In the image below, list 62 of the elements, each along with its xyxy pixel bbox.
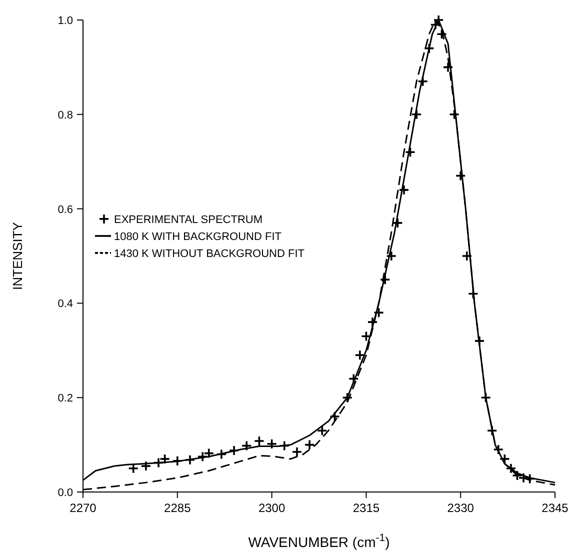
point (153, 457, 164, 468)
legend-label: EXPERIMENTAL SPECTRUM (114, 214, 263, 226)
y-tick-label: 0.4 (58, 298, 73, 310)
point (468, 288, 479, 300)
point (140, 460, 152, 472)
x-tick-label: 2315 (352, 501, 380, 515)
point (524, 473, 536, 484)
point (461, 250, 472, 262)
point (278, 440, 290, 452)
y-tick-label: 0.0 (58, 487, 73, 499)
point (486, 425, 498, 436)
point (417, 76, 428, 87)
point (228, 445, 240, 456)
point (216, 448, 227, 460)
point (398, 184, 410, 196)
point (411, 109, 422, 120)
point (197, 451, 208, 462)
x-axis-title: WAVENUMBER (cm$^{-1}$) (248, 532, 390, 550)
point (184, 454, 196, 466)
point (433, 14, 444, 26)
point (442, 62, 454, 73)
point (128, 463, 139, 474)
point (316, 425, 328, 436)
point (436, 28, 448, 40)
x-tick-label: 2300 (258, 501, 286, 515)
point (373, 307, 384, 318)
x-tick-label: 2270 (70, 501, 97, 515)
point (474, 336, 485, 346)
point (329, 411, 340, 422)
y-axis-title: INTENSITY (10, 222, 25, 290)
point (480, 392, 492, 403)
point (404, 146, 416, 158)
x-tick-label: 2330 (447, 501, 474, 515)
point (386, 250, 397, 262)
point (380, 274, 390, 285)
point (360, 330, 372, 342)
y-tick-label: 0.2 (58, 392, 73, 405)
point (342, 392, 353, 403)
point (499, 454, 510, 464)
x-tick-label: 2285 (164, 501, 192, 515)
point (254, 436, 265, 446)
point (203, 448, 214, 459)
point (304, 439, 315, 450)
point (354, 350, 366, 361)
point (348, 373, 360, 384)
point (424, 42, 435, 54)
point (392, 218, 404, 228)
y-tick-label: 0.8 (58, 109, 73, 122)
legend-label: 1430 K WITHOUT BACKGROUND FIT (114, 248, 305, 260)
x-tick-label: 2345 (542, 501, 569, 515)
point (492, 444, 504, 455)
legend-label: 1080 K WITH BACKGROUND FIT (114, 230, 282, 243)
point (367, 316, 378, 328)
y-tick-label: 0.6 (58, 204, 73, 216)
point (241, 440, 252, 452)
y-tick-label: 1.0 (58, 15, 73, 27)
point (448, 109, 460, 120)
point (159, 454, 170, 464)
point (292, 446, 302, 458)
point (266, 438, 278, 450)
point (172, 455, 183, 466)
point (455, 170, 466, 182)
